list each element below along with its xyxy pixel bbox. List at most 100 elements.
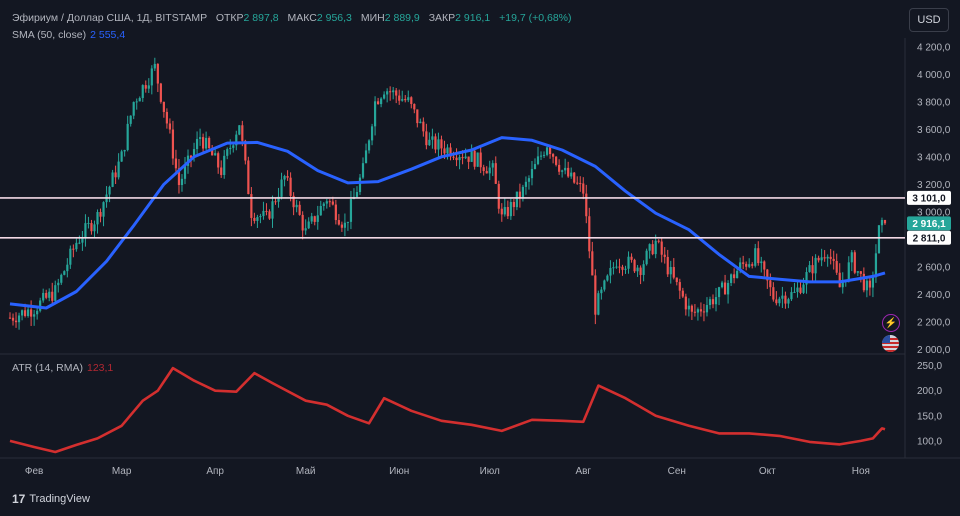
candle-body[interactable] [404, 99, 407, 101]
candle-body[interactable] [328, 201, 331, 203]
currency-button[interactable]: USD [909, 8, 949, 32]
candle-body[interactable] [494, 163, 497, 184]
candle-body[interactable] [757, 248, 760, 264]
candle-body[interactable] [696, 309, 700, 313]
candle-body[interactable] [45, 292, 48, 298]
candle-body[interactable] [346, 221, 350, 223]
candle-body[interactable] [180, 178, 184, 186]
candle-body[interactable] [416, 109, 419, 124]
candle-body[interactable] [250, 194, 253, 218]
candle-body[interactable] [708, 299, 712, 306]
candle-body[interactable] [428, 139, 431, 146]
candle-body[interactable] [66, 264, 69, 272]
candle-body[interactable] [235, 134, 238, 146]
candle-body[interactable] [657, 240, 660, 242]
candle-body[interactable] [17, 315, 21, 323]
candle-body[interactable] [99, 212, 102, 217]
candle-body[interactable] [458, 157, 461, 161]
candle-body[interactable] [277, 196, 280, 202]
candle-body[interactable] [355, 192, 359, 197]
candle-body[interactable] [364, 150, 368, 164]
candle-body[interactable] [214, 153, 217, 156]
candle-body[interactable] [132, 102, 135, 116]
candle-body[interactable] [443, 148, 446, 154]
candle-body[interactable] [413, 103, 416, 110]
candle-body[interactable] [93, 224, 96, 232]
candle-body[interactable] [150, 68, 153, 86]
candle-body[interactable] [585, 193, 588, 217]
sma-legend[interactable]: SMA (50, close) 2 555,4 [12, 29, 125, 41]
candle-body[interactable] [491, 163, 494, 168]
candle-body[interactable] [8, 317, 12, 319]
candle-body[interactable] [793, 291, 796, 293]
candle-body[interactable] [111, 172, 114, 187]
candle-body[interactable] [476, 152, 479, 167]
candle-body[interactable] [769, 280, 772, 288]
candle-body[interactable] [763, 261, 766, 270]
candle-body[interactable] [253, 217, 256, 221]
candle-body[interactable] [168, 123, 172, 130]
candle-body[interactable] [301, 214, 304, 231]
candle-body[interactable] [343, 222, 347, 228]
candle-body[interactable] [283, 176, 286, 180]
sma-line[interactable] [9, 136, 886, 310]
candle-body[interactable] [117, 161, 120, 178]
candle-body[interactable] [545, 147, 549, 155]
candle-body[interactable] [205, 137, 208, 149]
candle-body[interactable] [666, 256, 669, 275]
candle-body[interactable] [81, 238, 84, 243]
candle-body[interactable] [527, 178, 531, 182]
candle-body[interactable] [621, 266, 624, 270]
candle-body[interactable] [298, 204, 301, 215]
candle-body[interactable] [63, 271, 66, 275]
candle-body[interactable] [606, 275, 609, 281]
candle-body[interactable] [470, 150, 473, 162]
candle-body[interactable] [551, 154, 555, 157]
candle-body[interactable] [392, 90, 395, 93]
candle-body[interactable] [775, 299, 778, 304]
candle-body[interactable] [229, 147, 232, 150]
candle-body[interactable] [422, 121, 425, 132]
candle-body[interactable] [542, 154, 546, 156]
candle-body[interactable] [751, 264, 754, 266]
candle-body[interactable] [376, 101, 380, 105]
candle-body[interactable] [835, 260, 838, 273]
candle-body[interactable] [699, 309, 703, 312]
candle-body[interactable] [331, 201, 334, 205]
candle-body[interactable] [75, 242, 78, 250]
candle-body[interactable] [796, 287, 799, 292]
candle-body[interactable] [624, 268, 627, 270]
candle-body[interactable] [603, 280, 606, 290]
candle-body[interactable] [693, 311, 697, 313]
lightning-icon[interactable]: ⚡ [882, 314, 900, 332]
candle-body[interactable] [503, 207, 506, 215]
candle-body[interactable] [349, 199, 353, 222]
candle-body[interactable] [211, 148, 214, 156]
candle-body[interactable] [247, 160, 250, 195]
candle-body[interactable] [96, 212, 99, 225]
candle-body[interactable] [579, 183, 582, 185]
candle-body[interactable] [307, 221, 310, 229]
candle-body[interactable] [434, 136, 437, 150]
candle-body[interactable] [702, 311, 706, 313]
candle-body[interactable] [177, 168, 181, 186]
candle-body[interactable] [42, 292, 45, 301]
candle-body[interactable] [588, 216, 591, 252]
candle-body[interactable] [811, 265, 814, 274]
candle-body[interactable] [322, 203, 325, 206]
candle-body[interactable] [805, 272, 808, 285]
candle-body[interactable] [518, 191, 522, 199]
candle-body[interactable] [739, 262, 742, 271]
candle-body[interactable] [361, 163, 365, 178]
candle-body[interactable] [717, 287, 721, 298]
candle-body[interactable] [687, 305, 690, 310]
candle-body[interactable] [651, 244, 654, 255]
candle-body[interactable] [162, 101, 165, 112]
candle-body[interactable] [473, 150, 476, 167]
candle-body[interactable] [832, 258, 835, 261]
candle-body[interactable] [425, 131, 428, 146]
candle-body[interactable] [576, 182, 579, 184]
candle-body[interactable] [533, 164, 537, 170]
candle-body[interactable] [358, 177, 362, 193]
candle-body[interactable] [745, 263, 748, 267]
